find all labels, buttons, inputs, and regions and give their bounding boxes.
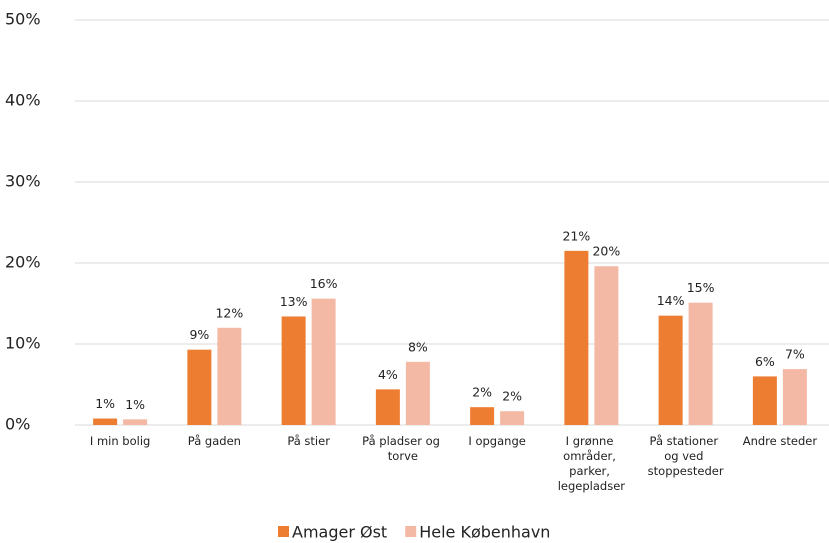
x-tick-label: På stier — [287, 434, 330, 448]
bar — [281, 316, 306, 425]
value-label: 12% — [215, 305, 243, 320]
value-label: 9% — [189, 327, 209, 342]
value-label: 14% — [657, 293, 685, 308]
bar — [594, 266, 619, 425]
value-label: 2% — [502, 389, 522, 404]
bar — [405, 361, 430, 425]
value-label: 13% — [280, 294, 308, 309]
x-tick-label: På pladser og torve — [362, 434, 443, 463]
x-tick-label: Andre steder — [743, 434, 818, 448]
value-label: 20% — [592, 244, 620, 259]
value-label: 1% — [95, 396, 115, 411]
x-tick-label: I min bolig — [90, 434, 150, 448]
bar — [782, 369, 807, 425]
legend-label: Hele København — [419, 523, 550, 542]
x-tick-label: I opgange — [468, 434, 525, 448]
legend-swatch — [278, 526, 289, 537]
y-tick-label: 20% — [5, 253, 41, 272]
bar — [375, 389, 400, 425]
y-tick-label: 30% — [5, 172, 41, 191]
bar — [470, 407, 495, 425]
y-tick-label: 0% — [5, 415, 30, 434]
value-label: 7% — [785, 347, 805, 362]
x-tick-label: På gaden — [188, 434, 241, 448]
y-tick-label: 50% — [5, 10, 41, 29]
bar — [217, 327, 242, 425]
value-label: 6% — [755, 354, 775, 369]
x-tick-label: På stationer og ved stoppesteder — [648, 434, 724, 478]
bar — [752, 376, 777, 425]
value-label: 1% — [125, 397, 145, 412]
y-tick-label: 10% — [5, 334, 41, 353]
value-label: 15% — [687, 280, 715, 295]
bar — [123, 419, 148, 425]
bar — [93, 418, 118, 425]
bar — [564, 250, 589, 425]
legend-swatch — [405, 526, 417, 537]
legend-label: Amager Øst — [292, 523, 387, 542]
value-label: 16% — [310, 276, 338, 291]
bar — [187, 349, 212, 425]
bar — [311, 298, 336, 425]
bar — [658, 315, 683, 425]
value-label: 4% — [378, 367, 398, 382]
value-label: 8% — [408, 339, 428, 354]
value-label: 21% — [562, 228, 590, 243]
y-tick-label: 40% — [5, 91, 41, 110]
bar — [688, 302, 713, 425]
value-label: 2% — [472, 385, 492, 400]
bar — [500, 411, 525, 425]
x-tick-label: I grønne områder, parker, legepladser — [558, 434, 626, 493]
